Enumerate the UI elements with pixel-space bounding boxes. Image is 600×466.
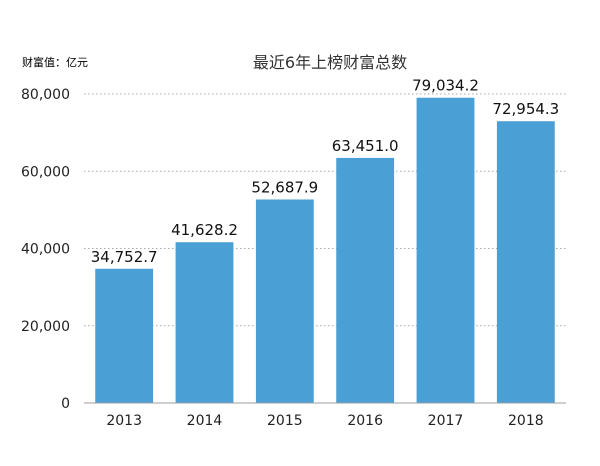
gridlines: [84, 93, 566, 327]
bar: [336, 157, 395, 403]
y-tick-label: 40,000: [21, 242, 70, 258]
bar: [496, 121, 555, 403]
x-tick-label: 2014: [187, 413, 223, 429]
value-labels: 34,752.7 41,628.2 52,687.9 63,451.0 79,034.2…: [91, 77, 559, 266]
y-tick-label: 0: [61, 396, 70, 412]
y-tick-label: 20,000: [21, 319, 70, 335]
y-axis-tick-labels: 0 20,000 40,000 60,000 80,000: [21, 87, 70, 412]
y-tick-label: 60,000: [21, 164, 70, 180]
bar-value-label: 79,034.2: [412, 77, 479, 95]
x-axis-tick-labels: 2013 2014 2015 2016 2017 2018: [106, 413, 543, 429]
x-tick-label: 2018: [508, 413, 544, 429]
x-tick-label: 2017: [428, 413, 464, 429]
bar: [95, 268, 154, 403]
x-tick-label: 2016: [347, 413, 383, 429]
unit-label: 财富值：亿元: [22, 55, 88, 69]
bar: [416, 97, 475, 403]
bars: [95, 97, 555, 403]
y-tick-label: 80,000: [21, 87, 70, 103]
bar: [255, 199, 314, 403]
bar-value-label: 72,954.3: [492, 100, 559, 118]
chart-title: 最近6年上榜财富总数: [253, 53, 407, 72]
x-tick-label: 2013: [106, 413, 142, 429]
bar-value-label: 63,451.0: [332, 137, 399, 155]
bar-value-label: 52,687.9: [251, 178, 318, 196]
x-tick-label: 2015: [267, 413, 303, 429]
bar-value-label: 41,628.2: [171, 221, 238, 239]
bar: [175, 242, 234, 403]
bar-value-label: 34,752.7: [91, 248, 158, 266]
